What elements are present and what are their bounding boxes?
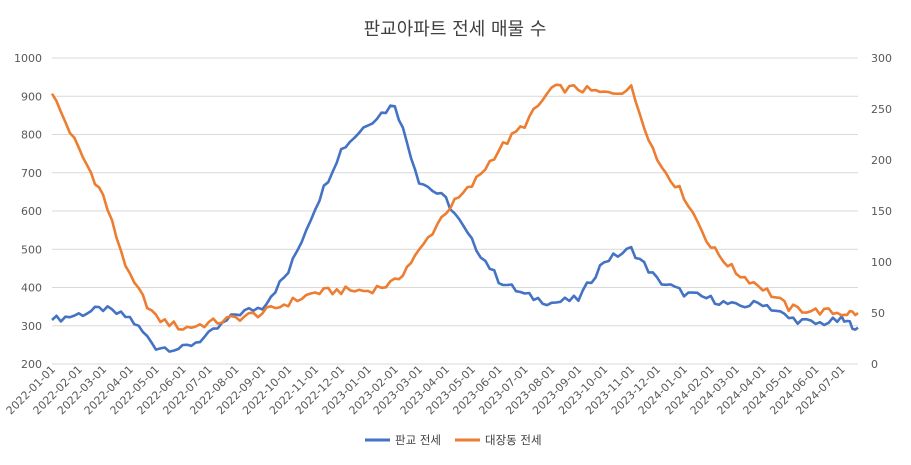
y-left-tick-label: 800	[21, 129, 42, 142]
series-line-1	[51, 104, 859, 353]
series-line-2	[50, 83, 859, 331]
x-axis: 2022-01-012022-02-012022-03-012022-04-01…	[4, 363, 848, 417]
legend-item: 대장동 전세	[454, 433, 542, 447]
chart-title: 판교아파트 전세 매물 수	[364, 19, 547, 40]
y-left-tick-label: 900	[21, 90, 42, 103]
y-left-tick-label: 500	[21, 243, 42, 256]
y-left-tick-label: 300	[21, 320, 42, 333]
left-y-axis: 200 300 400 500 600 700 800 900 1000	[14, 52, 42, 371]
legend-item: 판교 전세	[365, 433, 441, 447]
y-left-tick-label: 700	[21, 167, 42, 180]
y-left-tick-label: 200	[21, 358, 42, 371]
y-left-tick-label: 1000	[14, 52, 42, 65]
y-right-tick-label: 300	[871, 52, 892, 65]
y-left-tick-label: 400	[21, 282, 42, 295]
y-left-tick-label: 600	[21, 205, 42, 218]
y-right-tick-label: 50	[871, 307, 885, 320]
y-right-tick-label: 150	[871, 205, 892, 218]
gridlines	[52, 57, 858, 365]
legend: 판교 전세 대장동 전세	[365, 433, 542, 447]
series-lines	[50, 83, 859, 353]
y-right-tick-label: 250	[871, 103, 892, 116]
y-right-tick-label: 100	[871, 256, 892, 269]
legend-label: 대장동 전세	[485, 433, 542, 447]
legend-label: 판교 전세	[395, 433, 441, 447]
right-y-axis: 0 50 100 150 200 250 300	[871, 52, 892, 371]
y-right-tick-label: 200	[871, 154, 892, 167]
y-right-tick-label: 0	[871, 358, 878, 371]
